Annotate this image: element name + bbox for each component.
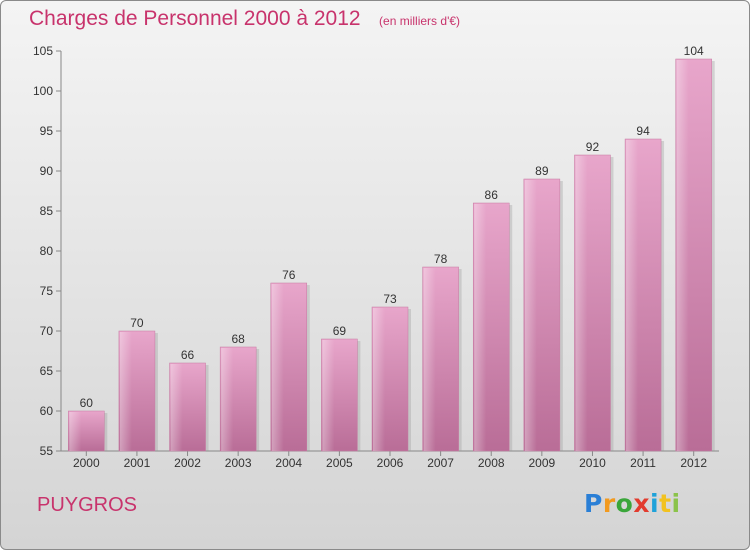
logo-letter: x: [633, 489, 650, 518]
chart-subtitle: (en milliers d'€): [379, 14, 461, 28]
logo-letter: t: [659, 489, 672, 518]
logo-letter: r: [602, 489, 616, 518]
bar-value-label: 68: [231, 332, 245, 346]
proxiti-logo: Proxiti: [584, 489, 681, 518]
y-tick-label: 100: [33, 84, 53, 98]
bar-highlight: [423, 268, 436, 451]
x-tick-label: 2010: [579, 456, 606, 470]
bar-value-label: 89: [535, 164, 549, 178]
x-tick-label: 2002: [174, 456, 201, 470]
y-tick-label: 55: [40, 444, 54, 458]
x-tick-label: 2005: [326, 456, 353, 470]
x-tick-label: 2012: [680, 456, 707, 470]
y-tick-label: 95: [40, 124, 54, 138]
logo-letter: i: [671, 489, 681, 518]
logo-letter: o: [615, 489, 634, 518]
bar-highlight: [524, 180, 537, 451]
x-tick-label: 2000: [73, 456, 100, 470]
x-tick-label: 2011: [630, 456, 656, 470]
bar-value-label: 94: [636, 124, 650, 138]
bar-highlight: [373, 308, 385, 451]
bar-value-label: 78: [434, 252, 448, 266]
bar-value-label: 86: [485, 188, 499, 202]
bar-value-label: 70: [130, 316, 144, 330]
y-tick-label: 85: [40, 204, 54, 218]
bar-value-label: 104: [684, 44, 704, 58]
y-tick-label: 90: [40, 164, 54, 178]
bar-highlight: [575, 156, 588, 451]
bar-value-label: 69: [333, 324, 347, 338]
x-tick-label: 2009: [528, 456, 555, 470]
logo-letter: i: [650, 489, 660, 518]
x-tick-label: 2008: [478, 456, 505, 470]
logo-letter: P: [584, 489, 603, 518]
x-tick-label: 2001: [124, 456, 151, 470]
y-tick-label: 70: [40, 324, 54, 338]
bar-value-label: 73: [383, 292, 397, 306]
x-tick-label: 2006: [377, 456, 404, 470]
x-tick-label: 2003: [225, 456, 252, 470]
bar-highlight: [119, 332, 132, 451]
bar-highlight: [170, 364, 183, 451]
bar-value-label: 66: [181, 348, 195, 362]
bar-value-label: 92: [586, 140, 600, 154]
y-tick-label: 80: [40, 244, 54, 258]
bar-highlight: [69, 412, 82, 451]
x-tick-label: 2004: [275, 456, 302, 470]
chart-title: Charges de Personnel 2000 à 2012: [29, 7, 361, 30]
bar-highlight: [474, 204, 487, 451]
bar-value-label: 60: [80, 396, 94, 410]
bar-highlight: [322, 340, 335, 451]
bar-highlight: [676, 60, 689, 451]
chart-title-block: Charges de Personnel 2000 à 2012 (en mil…: [29, 7, 460, 31]
bar-highlight: [221, 348, 234, 451]
bar-highlight: [271, 284, 284, 451]
bar-highlight: [626, 140, 639, 451]
y-tick-label: 65: [40, 364, 54, 378]
city-name: PUYGROS: [37, 494, 138, 516]
y-tick-label: 105: [33, 44, 53, 58]
bar-value-label: 76: [282, 268, 296, 282]
y-tick-label: 60: [40, 404, 54, 418]
x-tick-label: 2007: [427, 456, 454, 470]
y-tick-label: 75: [40, 284, 54, 298]
